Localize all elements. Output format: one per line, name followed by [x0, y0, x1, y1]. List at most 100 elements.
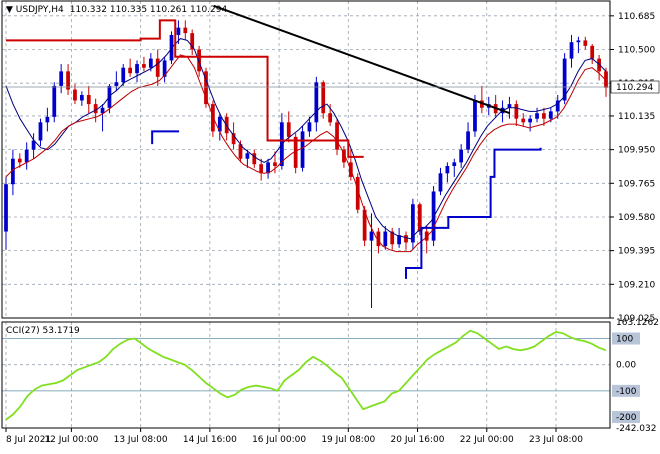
channel-line: [405, 147, 542, 279]
symbol-label: USDJPY,H4: [16, 5, 64, 15]
candle-body: [590, 45, 595, 59]
candle-body: [155, 58, 160, 77]
candle-body: [555, 100, 560, 112]
trendline[interactable]: [213, 4, 511, 115]
candle-body: [45, 116, 50, 123]
candle-body: [473, 100, 477, 132]
candle-body: [238, 144, 243, 159]
candle-body: [79, 95, 84, 101]
candle-body: [197, 49, 201, 72]
price-tick-label: 110.500: [618, 46, 655, 56]
price-tick-label: 109.210: [618, 280, 655, 290]
price-tick-label: 109.025: [618, 314, 655, 324]
ma-slow-line: [5, 54, 607, 253]
candle-body: [114, 82, 119, 86]
candle-body: [142, 64, 146, 68]
time-tick-label: 19 Jul 08:00: [321, 435, 375, 445]
axes: 110.685110.500110.315110.135109.950109.7…: [1, 0, 660, 445]
candle-body: [569, 42, 574, 59]
candle-body: [604, 71, 608, 88]
candle-body: [11, 158, 15, 185]
candle-body: [438, 173, 443, 192]
candle-body: [286, 122, 291, 137]
price-tick-label: 109.580: [618, 213, 655, 223]
cci-tick-label: 0.00: [616, 361, 636, 371]
candle-body: [466, 131, 470, 150]
candle-body: [342, 149, 346, 163]
candle-body: [548, 111, 553, 119]
candle-body: [321, 82, 326, 114]
time-tick-label: 22 Jul 00:00: [460, 435, 514, 445]
candle-body: [328, 113, 333, 123]
cci-level-box: [612, 384, 640, 397]
candle-body: [597, 58, 601, 72]
last-price-label: 110.294: [616, 83, 653, 93]
cci-tick-label: -100: [616, 387, 637, 397]
candle-body: [183, 27, 188, 34]
candle-body: [231, 133, 236, 145]
last-price-box: [610, 80, 660, 94]
cci-header: CCI(27) 53.1719: [6, 326, 80, 336]
candle-body: [459, 149, 464, 163]
candle-body: [300, 131, 305, 168]
candle-body: [417, 204, 422, 232]
candle-body: [148, 58, 153, 68]
candle-body: [59, 71, 64, 86]
candle-body: [38, 122, 43, 141]
candle-body: [314, 82, 319, 123]
candle-body: [383, 231, 388, 247]
candle-body: [307, 122, 312, 132]
candle-body: [535, 113, 539, 119]
candle-body: [245, 153, 250, 159]
candle-body: [176, 27, 181, 35]
price-tick-label: 109.395: [618, 247, 655, 257]
candle-body: [445, 166, 450, 174]
price-tick-label: 110.135: [618, 112, 655, 122]
time-tick-label: 16 Jul 00:00: [252, 435, 306, 445]
candle-body: [369, 231, 374, 241]
candle-body: [335, 122, 339, 150]
candle-body: [521, 118, 526, 123]
ohlc-readout: 110.332 110.335 110.261 110.294: [70, 5, 228, 15]
cci-tick-label: -242.032: [616, 424, 656, 434]
cci-tick-label: 163.1262: [616, 318, 659, 328]
candle-body: [390, 231, 395, 245]
time-tick-label: 20 Jul 16:00: [391, 435, 445, 445]
channel-line: [6, 19, 364, 158]
candle-body: [411, 204, 415, 243]
candle-body: [583, 40, 588, 46]
candle-body: [66, 71, 70, 90]
candle-body: [211, 104, 215, 132]
candle-body: [93, 104, 98, 114]
candle-body: [73, 89, 77, 101]
candle-body: [4, 184, 8, 232]
candle-body: [452, 162, 457, 167]
candle-body: [514, 104, 519, 119]
candle-body: [52, 85, 57, 117]
time-tick-label: 14 Jul 16:00: [183, 435, 237, 445]
ma-fast-line: [5, 38, 607, 240]
dropdown-arrow-icon: ▼: [6, 5, 16, 15]
price-tick-label: 110.685: [618, 12, 655, 22]
price-panel-frame: [1, 0, 611, 319]
candle-body: [252, 153, 257, 165]
candle-body: [562, 58, 567, 101]
candle-body: [86, 95, 91, 105]
time-tick-label: 13 Jul 08:00: [114, 435, 168, 445]
cci-level-box: [612, 411, 640, 424]
candle-body: [507, 104, 512, 108]
candle-body: [121, 67, 126, 83]
cci-panel-frame: [1, 321, 611, 429]
candle-body: [293, 136, 298, 168]
price-panel: [2, 1, 610, 319]
cci-tick-label: 100: [616, 335, 633, 345]
candle-body: [135, 64, 139, 74]
time-tick-label: 8 Jul 2021: [6, 435, 51, 445]
candle-body: [204, 71, 208, 105]
candle-body: [355, 176, 360, 210]
candle-body: [259, 164, 264, 174]
candle-body: [404, 235, 408, 243]
candle-body: [273, 162, 277, 167]
